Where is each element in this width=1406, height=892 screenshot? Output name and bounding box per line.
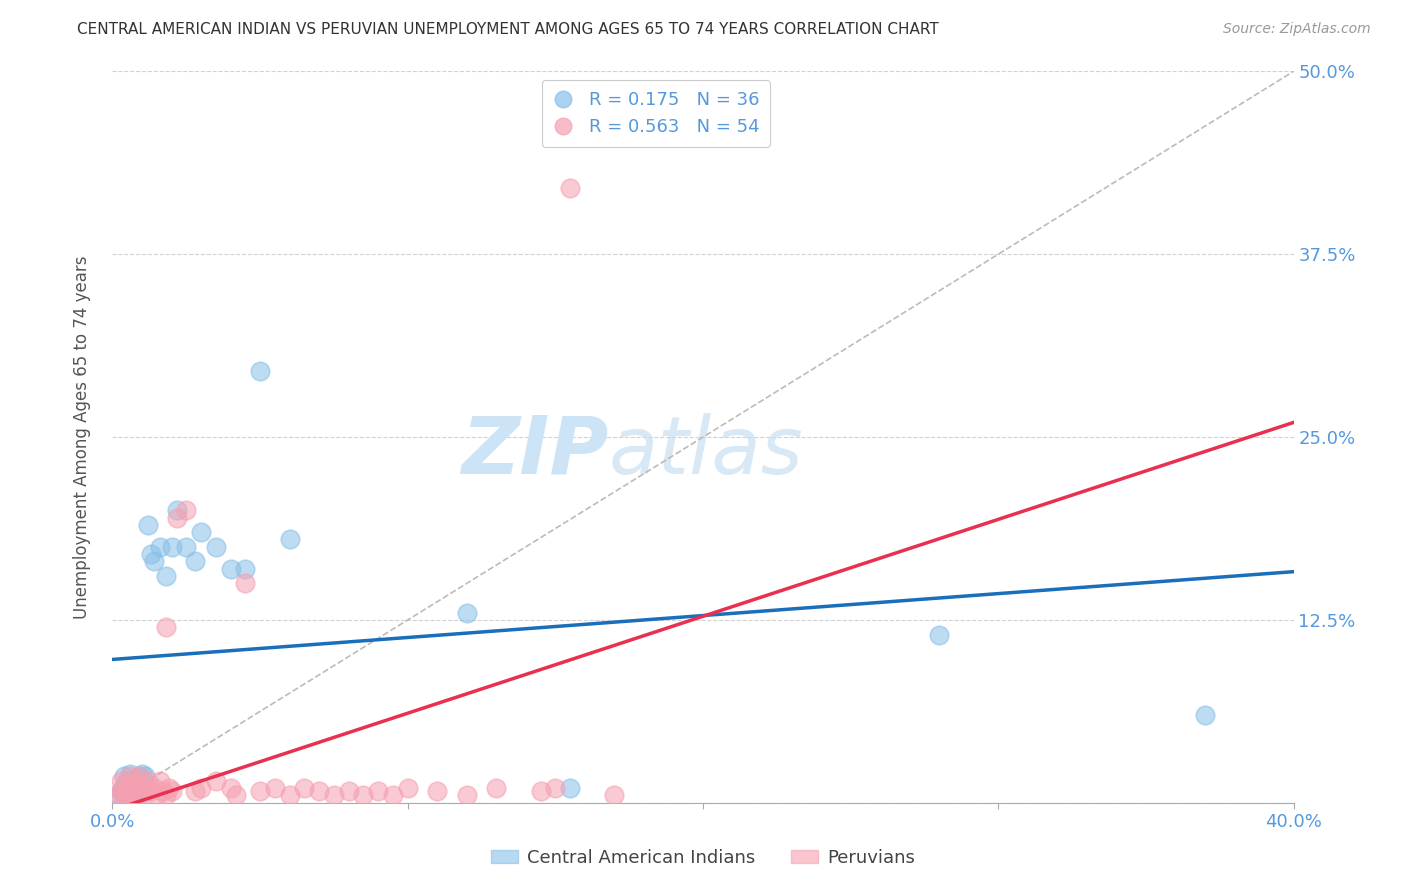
Point xyxy=(308,784,330,798)
Point xyxy=(134,781,156,796)
Point xyxy=(1194,708,1216,723)
Point xyxy=(184,554,207,568)
Point xyxy=(337,784,360,798)
Point xyxy=(125,773,148,788)
Point xyxy=(382,789,405,803)
Point xyxy=(603,789,626,803)
Point xyxy=(205,773,228,788)
Point xyxy=(107,789,129,803)
Point xyxy=(125,773,148,788)
Point xyxy=(174,503,197,517)
Legend: Central American Indians, Peruvians: Central American Indians, Peruvians xyxy=(484,842,922,874)
Point xyxy=(323,789,346,803)
Point xyxy=(155,789,177,803)
Point xyxy=(110,784,132,798)
Point xyxy=(160,784,183,798)
Point xyxy=(219,562,242,576)
Point xyxy=(142,781,165,796)
Point xyxy=(120,784,142,798)
Point xyxy=(205,540,228,554)
Point xyxy=(166,503,188,517)
Point xyxy=(117,781,138,796)
Point xyxy=(558,181,582,195)
Point xyxy=(529,784,551,798)
Point xyxy=(142,554,165,568)
Point xyxy=(292,781,315,796)
Point xyxy=(136,517,159,532)
Point xyxy=(122,789,145,803)
Point xyxy=(112,778,135,792)
Text: Source: ZipAtlas.com: Source: ZipAtlas.com xyxy=(1223,22,1371,37)
Point xyxy=(122,789,145,803)
Point xyxy=(107,789,129,803)
Point xyxy=(128,769,150,783)
Legend: R = 0.175   N = 36, R = 0.563   N = 54: R = 0.175 N = 36, R = 0.563 N = 54 xyxy=(541,80,770,147)
Point xyxy=(249,784,271,798)
Point xyxy=(166,510,188,524)
Point xyxy=(396,781,419,796)
Point xyxy=(190,525,212,540)
Point xyxy=(152,784,174,798)
Point xyxy=(456,789,478,803)
Point xyxy=(117,773,138,788)
Point xyxy=(233,576,256,591)
Point xyxy=(131,778,153,792)
Point xyxy=(155,569,177,583)
Point xyxy=(426,784,449,798)
Point xyxy=(249,364,271,378)
Point xyxy=(928,627,950,641)
Point xyxy=(278,789,301,803)
Point xyxy=(225,789,247,803)
Point xyxy=(264,781,287,796)
Point xyxy=(174,540,197,554)
Point xyxy=(122,778,145,792)
Point xyxy=(155,620,177,634)
Point xyxy=(157,781,180,796)
Point xyxy=(110,784,132,798)
Point xyxy=(110,773,132,788)
Point xyxy=(122,781,145,796)
Point xyxy=(146,789,169,803)
Point xyxy=(112,781,135,796)
Point xyxy=(544,781,567,796)
Y-axis label: Unemployment Among Ages 65 to 74 years: Unemployment Among Ages 65 to 74 years xyxy=(73,255,91,619)
Point xyxy=(352,789,374,803)
Point xyxy=(367,784,389,798)
Point xyxy=(149,773,172,788)
Point xyxy=(136,773,159,788)
Point xyxy=(125,789,148,803)
Point xyxy=(120,769,142,783)
Text: ZIP: ZIP xyxy=(461,413,609,491)
Point xyxy=(125,784,148,798)
Point xyxy=(190,781,212,796)
Point xyxy=(120,784,142,798)
Point xyxy=(128,769,150,783)
Point xyxy=(117,789,138,803)
Point xyxy=(128,789,150,803)
Point xyxy=(149,540,172,554)
Text: CENTRAL AMERICAN INDIAN VS PERUVIAN UNEMPLOYMENT AMONG AGES 65 TO 74 YEARS CORRE: CENTRAL AMERICAN INDIAN VS PERUVIAN UNEM… xyxy=(77,22,939,37)
Point xyxy=(485,781,508,796)
Point xyxy=(558,781,582,796)
Point xyxy=(131,766,153,780)
Point xyxy=(184,784,207,798)
Point xyxy=(131,789,153,803)
Point xyxy=(160,540,183,554)
Point xyxy=(128,784,150,798)
Text: atlas: atlas xyxy=(609,413,803,491)
Point xyxy=(134,769,156,783)
Point xyxy=(117,789,138,803)
Point xyxy=(112,769,135,783)
Point xyxy=(120,766,142,780)
Point xyxy=(233,562,256,576)
Point xyxy=(131,781,153,796)
Point xyxy=(112,789,135,803)
Point xyxy=(219,781,242,796)
Point xyxy=(456,606,478,620)
Point xyxy=(139,547,162,561)
Point xyxy=(278,533,301,547)
Point xyxy=(139,784,162,798)
